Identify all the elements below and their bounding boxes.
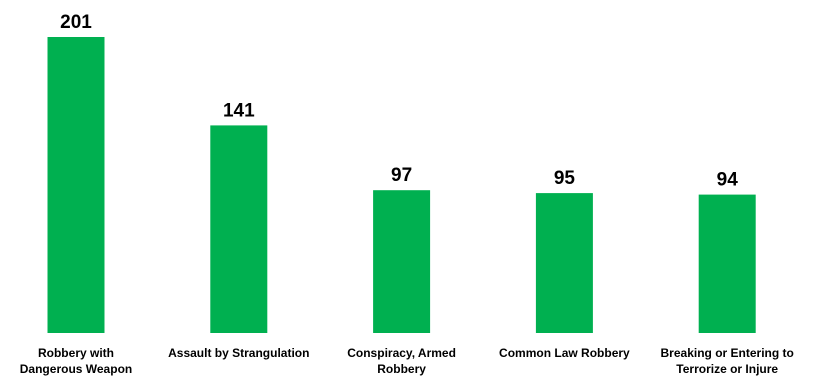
data-label-2: 141 <box>223 100 255 121</box>
category-label-line: Conspiracy, Armed <box>347 346 456 360</box>
category-label-4: Common Law Robbery <box>499 346 630 360</box>
category-label-line: Breaking or Entering to <box>661 346 794 360</box>
category-label-line: Robbery <box>377 362 426 376</box>
bar-5 <box>698 194 756 333</box>
value-labels-group: 201 141 97 95 94 <box>60 12 738 191</box>
data-label-3: 97 <box>391 165 412 186</box>
data-label-5: 94 <box>717 170 739 191</box>
category-label-line: Assault by Strangulation <box>168 346 309 360</box>
bars-group <box>47 37 756 334</box>
category-label-line: Common Law Robbery <box>499 346 630 360</box>
category-label-1: Robbery with Dangerous Weapon <box>20 346 132 376</box>
category-label-line: Dangerous Weapon <box>20 362 132 376</box>
data-label-1: 201 <box>60 12 92 33</box>
bar-2 <box>210 125 268 334</box>
category-label-line: Robbery with <box>38 346 114 360</box>
category-label-3: Conspiracy, Armed Robbery <box>347 346 456 376</box>
category-label-5: Breaking or Entering to Terrorize or Inju… <box>661 346 794 376</box>
category-label-line: Terrorize or Injure <box>676 362 778 376</box>
data-label-4: 95 <box>554 168 576 189</box>
category-labels-group: Robbery with Dangerous Weapon Assault by S… <box>20 346 794 376</box>
bar-1 <box>47 37 105 333</box>
bar-3 <box>373 190 431 333</box>
bar-4 <box>535 193 593 333</box>
category-label-2: Assault by Strangulation <box>168 346 309 360</box>
